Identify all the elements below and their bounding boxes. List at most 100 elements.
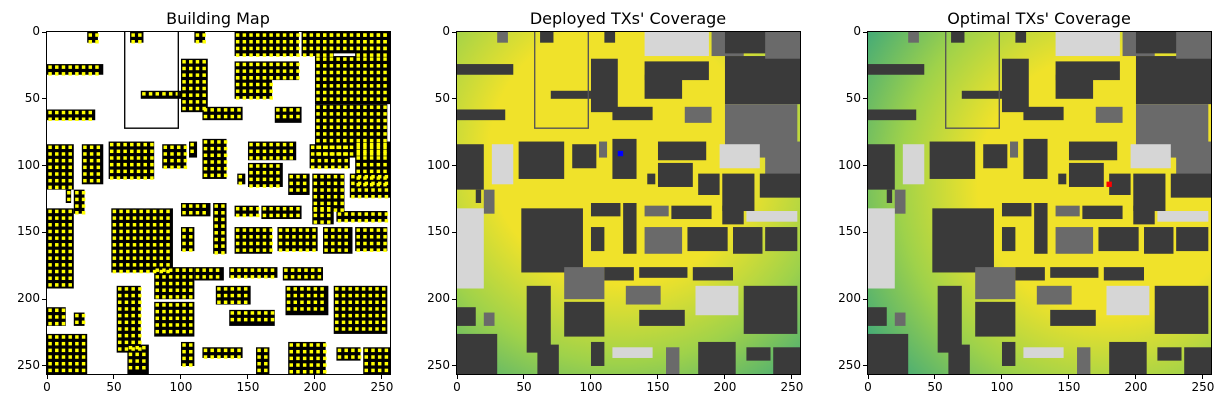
candidate-location xyxy=(369,97,374,101)
candidate-location xyxy=(356,84,360,88)
candidate-location xyxy=(81,341,86,346)
candidate-location xyxy=(262,248,267,252)
candidate-location xyxy=(269,207,273,211)
candidate-location xyxy=(262,170,267,175)
candidate-location xyxy=(323,97,327,101)
candidate-location xyxy=(136,142,141,147)
candidate-location xyxy=(217,160,221,164)
candidate-location xyxy=(55,165,59,170)
candidate-location xyxy=(363,53,367,57)
candidate-location xyxy=(61,283,66,287)
candidate-location xyxy=(333,201,338,206)
candidate-location xyxy=(55,172,59,176)
candidate-location xyxy=(361,287,366,291)
candidate-location xyxy=(331,248,335,252)
candidate-location xyxy=(324,228,328,232)
candidate-location xyxy=(61,355,66,359)
candidate-location xyxy=(55,361,59,366)
candidate-location xyxy=(269,156,273,160)
candidate-location xyxy=(221,237,225,242)
candidate-location xyxy=(55,355,59,359)
candidate-location xyxy=(95,40,99,44)
building-roof xyxy=(1184,347,1211,374)
building-roof xyxy=(526,285,551,353)
candidate-location xyxy=(242,82,247,87)
building-roof xyxy=(540,32,554,43)
candidate-location xyxy=(128,352,133,357)
candidate-location xyxy=(336,40,340,44)
candidate-location xyxy=(383,57,387,61)
candidate-location xyxy=(189,349,193,354)
x-tick-mark xyxy=(1068,375,1070,379)
candidate-location xyxy=(257,268,261,272)
candidate-location xyxy=(349,132,354,136)
candidate-location xyxy=(249,235,253,239)
candidate-location xyxy=(355,307,359,311)
candidate-location xyxy=(142,359,146,363)
candidate-location xyxy=(361,293,366,298)
candidate-location xyxy=(341,300,346,304)
candidate-location xyxy=(285,241,289,246)
building-roof xyxy=(647,173,656,185)
candidate-location xyxy=(119,236,123,240)
candidate-location xyxy=(264,361,268,366)
building-roof xyxy=(894,312,906,326)
candidate-location xyxy=(61,269,66,274)
candidate-location xyxy=(356,156,360,160)
candidate-location xyxy=(61,172,66,176)
candidate-location xyxy=(363,90,367,95)
y-tick-mark xyxy=(42,298,46,300)
candidate-location xyxy=(55,256,59,260)
candidate-location xyxy=(130,169,134,174)
y-tick-mark xyxy=(42,365,46,367)
candidate-location xyxy=(132,263,137,267)
building-roof xyxy=(724,56,800,105)
candidate-location xyxy=(363,149,367,154)
candidate-location xyxy=(96,172,101,176)
candidate-location xyxy=(256,82,260,87)
candidate-location xyxy=(112,256,117,260)
candidate-location xyxy=(363,112,367,116)
y-tick-label: 200 xyxy=(427,291,450,306)
candidate-location xyxy=(189,275,193,279)
candidate-location xyxy=(369,228,374,232)
candidate-location xyxy=(55,321,59,326)
candidate-location xyxy=(296,114,300,119)
building-footprint xyxy=(256,347,270,374)
candidate-location xyxy=(310,165,315,170)
candidate-location xyxy=(182,309,186,314)
building-roof xyxy=(1023,106,1064,121)
candidate-location xyxy=(349,70,354,75)
building-roof xyxy=(1015,267,1045,281)
candidate-location xyxy=(357,174,362,179)
candidate-location xyxy=(371,212,375,216)
candidate-location xyxy=(81,197,86,202)
candidate-location xyxy=(262,241,267,246)
candidate-location xyxy=(242,46,247,51)
candidate-location xyxy=(371,368,375,373)
candidate-location xyxy=(329,132,334,136)
candidate-location xyxy=(296,213,300,218)
candidate-location xyxy=(292,228,296,232)
candidate-location xyxy=(68,355,72,359)
building-footprint xyxy=(140,90,181,99)
candidate-location xyxy=(159,236,164,240)
candidate-location xyxy=(230,348,235,353)
candidate-location xyxy=(135,345,139,350)
candidate-location xyxy=(356,53,360,57)
candidate-location xyxy=(256,184,260,188)
candidate-location xyxy=(55,229,59,234)
candidate-location xyxy=(276,213,280,218)
candidate-location xyxy=(323,363,327,367)
candidate-location xyxy=(364,219,369,223)
candidate-location xyxy=(282,76,287,80)
candidate-location xyxy=(309,53,314,57)
candidate-location xyxy=(217,287,221,291)
candidate-location xyxy=(249,142,253,147)
candidate-location xyxy=(289,33,293,37)
candidate-location xyxy=(343,84,347,88)
candidate-location xyxy=(139,263,143,267)
candidate-location xyxy=(357,194,362,199)
candidate-location xyxy=(139,229,143,234)
candidate-location xyxy=(349,40,354,44)
